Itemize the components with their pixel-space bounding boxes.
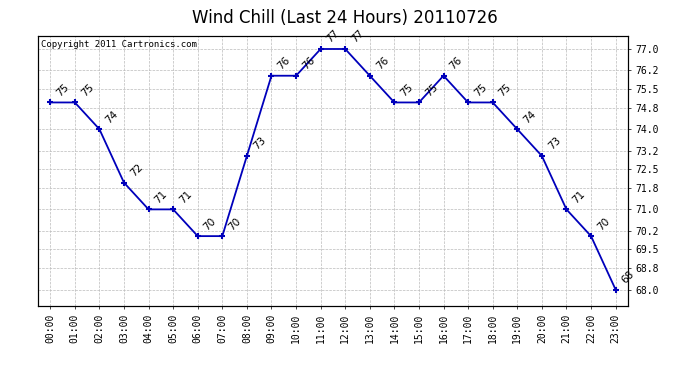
Text: 74: 74 bbox=[104, 109, 120, 125]
Text: 74: 74 bbox=[522, 109, 538, 125]
Text: 71: 71 bbox=[571, 189, 587, 205]
Text: Copyright 2011 Cartronics.com: Copyright 2011 Cartronics.com bbox=[41, 40, 197, 49]
Text: 76: 76 bbox=[275, 55, 292, 72]
Text: 73: 73 bbox=[546, 135, 562, 152]
Text: 76: 76 bbox=[374, 55, 391, 72]
Text: 75: 75 bbox=[55, 82, 71, 98]
Text: Wind Chill (Last 24 Hours) 20110726: Wind Chill (Last 24 Hours) 20110726 bbox=[192, 9, 498, 27]
Text: 70: 70 bbox=[226, 216, 243, 232]
Text: 72: 72 bbox=[128, 162, 145, 178]
Text: 75: 75 bbox=[79, 82, 95, 98]
Text: 71: 71 bbox=[177, 189, 194, 205]
Text: 70: 70 bbox=[595, 216, 611, 232]
Text: 77: 77 bbox=[349, 28, 366, 45]
Text: 76: 76 bbox=[300, 55, 317, 72]
Text: 75: 75 bbox=[399, 82, 415, 98]
Text: 76: 76 bbox=[448, 55, 464, 72]
Text: 73: 73 bbox=[251, 135, 268, 152]
Text: 68: 68 bbox=[620, 269, 636, 285]
Text: 75: 75 bbox=[472, 82, 489, 98]
Text: 77: 77 bbox=[325, 28, 342, 45]
Text: 70: 70 bbox=[202, 216, 218, 232]
Text: 71: 71 bbox=[152, 189, 169, 205]
Text: 75: 75 bbox=[423, 82, 440, 98]
Text: 75: 75 bbox=[497, 82, 513, 98]
